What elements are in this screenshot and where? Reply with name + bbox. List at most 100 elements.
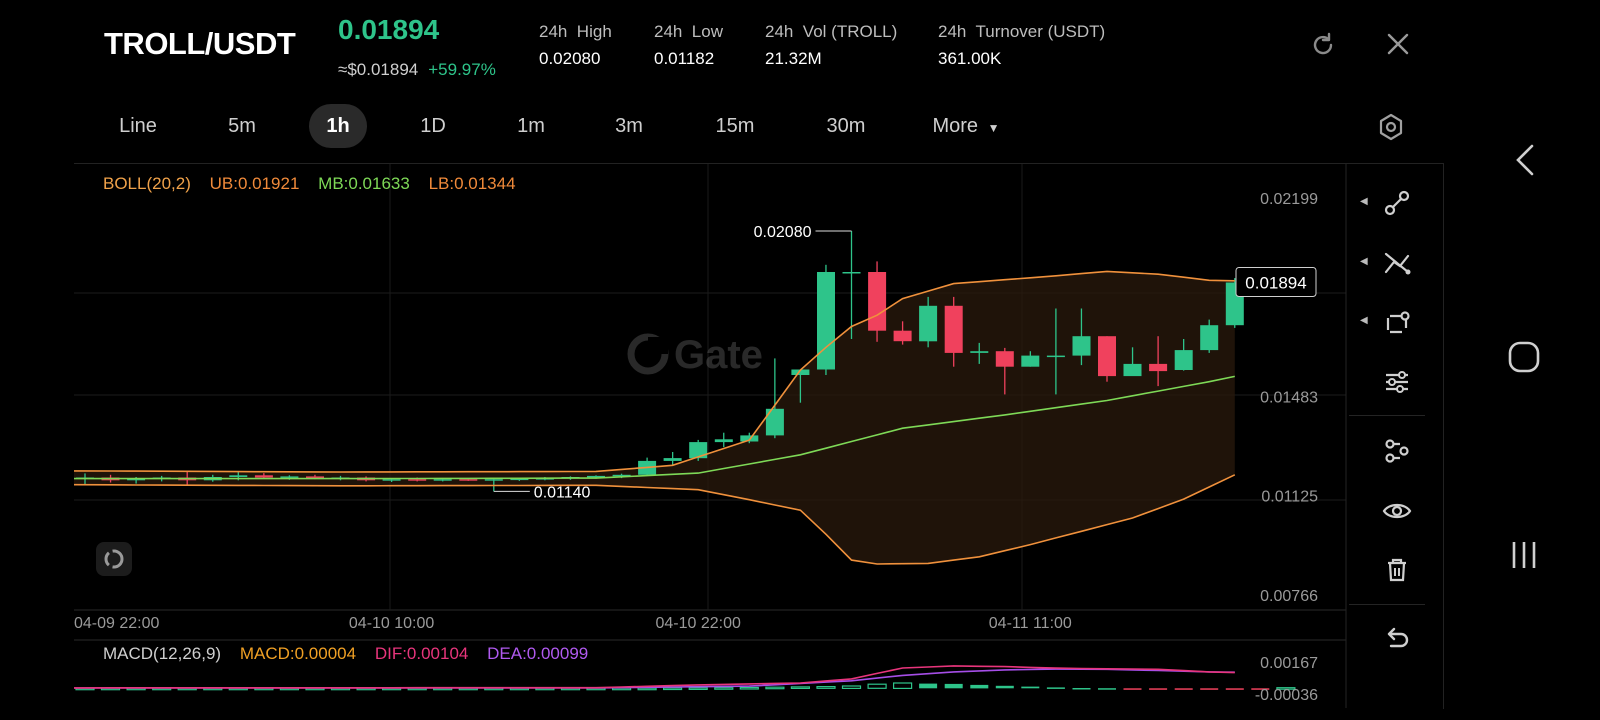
bollinger-band [74, 271, 1235, 564]
macd-hist-bar [1251, 688, 1270, 690]
tab-1d[interactable]: 1D [420, 115, 446, 137]
recents-nav-icon[interactable] [1508, 538, 1540, 572]
price-subline: ≈$0.01894 +59.97% [338, 60, 496, 80]
undo-icon[interactable] [1382, 624, 1412, 654]
tab-5m[interactable]: 5m [228, 115, 256, 137]
tab-1h[interactable]: 1h [309, 104, 367, 148]
stat-value: 0.02080 [539, 49, 601, 68]
tab-line[interactable]: Line [119, 115, 157, 137]
chart-toggle-button[interactable] [96, 542, 132, 576]
expand-arrow-icon: ◀ [1360, 315, 1368, 326]
stat-label: 24h High [539, 22, 612, 41]
close-icon[interactable] [1385, 31, 1411, 57]
candle-body [587, 475, 605, 478]
candle-body [1123, 363, 1142, 377]
trash-icon[interactable] [1382, 555, 1412, 585]
refresh-icon[interactable] [1309, 31, 1337, 59]
macd-dif: DIF:0.00104 [374, 644, 469, 663]
candle-body [817, 272, 835, 370]
price-axis: 0.02199 0.01483 0.01125 0.00766 [1260, 191, 1318, 605]
tab-1m[interactable]: 1m [517, 115, 545, 137]
macd-hist-bar [919, 683, 938, 689]
macd-hist-bar [1276, 687, 1296, 690]
macd-hist-bar [1200, 688, 1219, 690]
macd-hist-bar [688, 687, 708, 691]
macd-name: MACD(12,26,9) [103, 644, 222, 663]
macd-hist-bar [714, 687, 734, 690]
macd-hist-bar [892, 682, 913, 690]
macd-dif-line [73, 665, 1235, 689]
macd-hist-bar [1149, 688, 1168, 690]
candles [76, 231, 1244, 492]
expand-arrow-icon: ◀ [1360, 196, 1368, 207]
candle-body [127, 478, 146, 481]
approx-price: ≈$0.01894 [338, 60, 419, 79]
candle-body [944, 305, 963, 353]
stat-label: 24h Vol (TROLL) [765, 22, 898, 41]
back-nav-icon[interactable] [1510, 142, 1540, 178]
candle-body [1021, 355, 1040, 367]
macd-hist-bar [1123, 688, 1142, 690]
candle-body [433, 479, 452, 481]
macd-hist-bar [662, 687, 683, 691]
candle-body [612, 474, 631, 477]
path-tool-icon[interactable] [1382, 436, 1412, 466]
ring-icon [104, 549, 124, 569]
tab-30m[interactable]: 30m [826, 115, 866, 137]
expand-arrow-icon: ◀ [1360, 256, 1368, 267]
boll-ub: UB:0.01921 [209, 174, 300, 193]
last-price-box [1235, 266, 1317, 297]
time-tick-label: 04-10 10:00 [349, 615, 435, 632]
macd-hist-bar [944, 683, 963, 689]
price-tick-label: 0.00766 [1260, 588, 1318, 605]
candle-body [1174, 350, 1193, 370]
candle-body [1046, 355, 1065, 358]
price-tick-label: 0.02199 [1260, 191, 1318, 208]
macd-tick-label: -0.00036 [1255, 687, 1318, 704]
candle-body [740, 435, 759, 442]
shape-tool-icon[interactable] [1382, 308, 1412, 338]
home-nav-icon[interactable] [1507, 340, 1541, 374]
macd-legend: MACD(12,26,9) MACD:0.00004 DIF:0.00104 D… [103, 644, 588, 664]
tab-3m[interactable]: 3m [615, 115, 643, 137]
time-tick-label: 04-09 22:00 [74, 615, 160, 632]
last-price-tag: 0.01894 [1245, 273, 1306, 292]
toolbar-divider [1349, 604, 1425, 605]
eye-icon[interactable] [1381, 496, 1413, 526]
candle-body [1149, 363, 1168, 372]
tab-15m[interactable]: 15m [715, 115, 755, 137]
boll-upper-line [73, 270, 1235, 473]
macd-hist-bar [739, 686, 759, 690]
tab-more[interactable]: More ▼ [916, 104, 1016, 148]
sliders-icon[interactable] [1382, 367, 1412, 397]
boll-lower-line [73, 474, 1236, 565]
macd-tick-label: 0.00167 [1260, 655, 1318, 672]
candle-body [842, 272, 861, 274]
annotations: 0.02080 0.01140 0.01894 [493, 224, 1317, 501]
candle-body [280, 476, 299, 478]
cross-lines-tool-icon[interactable] [1382, 248, 1412, 278]
candle-body [765, 408, 784, 436]
boll-name: BOLL(20,2) [103, 174, 191, 193]
price-tick-label: 0.01125 [1261, 489, 1318, 506]
caret-down-icon: ▼ [987, 121, 1000, 135]
stat-label: 24h Low [654, 22, 723, 41]
trendline-tool-icon[interactable] [1382, 188, 1412, 218]
macd-hist-bar [816, 685, 836, 689]
time-tick-label: 04-11 11:00 [989, 615, 1072, 632]
macd-hist-bar [970, 684, 989, 689]
stat-24h-turnover: 24h Turnover (USDT) 361.00K [938, 22, 1105, 69]
candle-body [791, 369, 810, 375]
macd-hist-bar [867, 683, 887, 689]
tab-more-label: More [932, 115, 979, 137]
candle-body [714, 439, 733, 443]
candle-body [1200, 325, 1219, 351]
candle-body [689, 442, 708, 459]
macd-hist-bar [1046, 687, 1065, 689]
macd-hist-bar [1021, 686, 1040, 689]
boll-legend: BOLL(20,2) UB:0.01921 MB:0.01633 LB:0.01… [103, 174, 516, 194]
settings-hexagon-icon[interactable] [1377, 112, 1405, 142]
macd-panel: 0.00167 -0.00036 [73, 655, 1318, 704]
candle-body [1098, 336, 1116, 377]
